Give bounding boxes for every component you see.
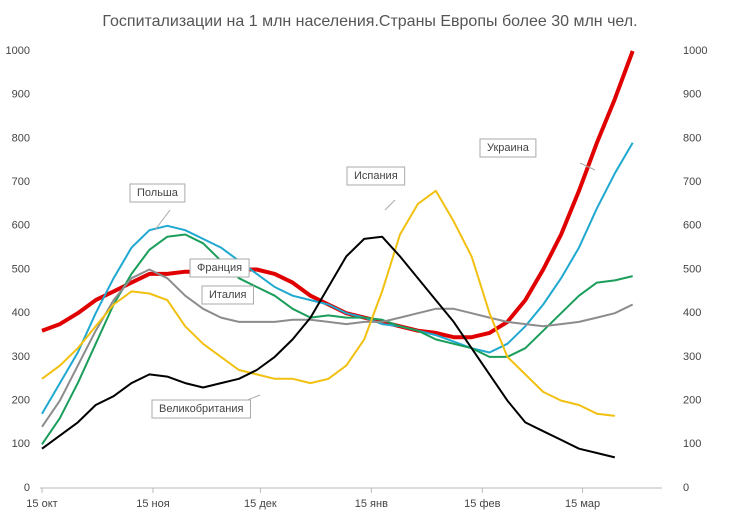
callout-box <box>189 258 250 278</box>
y-tick-label: 700 <box>12 176 30 188</box>
series-line <box>41 142 634 415</box>
y2-tick-label: 200 <box>683 395 701 407</box>
y-tick-label: 200 <box>12 395 30 407</box>
series-label: Испания <box>354 170 398 182</box>
x-tick-label: 15 окт <box>26 498 57 510</box>
chart-title: Госпитализации на 1 млн населения.Страны… <box>102 13 637 30</box>
y-tick-label: 0 <box>24 482 30 494</box>
series-label: Польша <box>137 187 179 199</box>
y2-tick-label: 100 <box>683 438 701 450</box>
series-label: Великобритания <box>159 403 244 415</box>
x-tick-label: 15 фев <box>464 498 500 510</box>
callout-leader <box>154 209 171 231</box>
y2-tick-label: 1000 <box>683 45 707 57</box>
series-line <box>41 233 633 445</box>
y2-tick-label: 800 <box>683 132 701 144</box>
series-label: Франция <box>197 262 242 274</box>
series-line <box>41 268 634 428</box>
series-label: Украина <box>487 142 530 154</box>
x-tick-label: 15 ноя <box>136 498 169 510</box>
y2-tick-label: 0 <box>683 482 689 494</box>
callout-box <box>479 138 537 158</box>
callout-box <box>201 285 254 305</box>
x-tick-label: 15 дек <box>244 498 277 510</box>
y-tick-label: 100 <box>12 438 30 450</box>
y2-tick-label: 500 <box>683 263 701 275</box>
y-tick-label: 600 <box>12 220 30 232</box>
series-line <box>41 235 616 459</box>
series-label: Италия <box>209 289 247 301</box>
x-tick-label: 15 янв <box>355 498 388 510</box>
callout-box <box>129 183 186 203</box>
callout-leader <box>579 162 596 171</box>
y-tick-label: 500 <box>12 263 30 275</box>
y2-tick-label: 700 <box>683 176 701 188</box>
y-tick-label: 400 <box>12 307 30 319</box>
y-tick-label: 900 <box>12 89 30 101</box>
x-tick-label: 15 мар <box>565 498 600 510</box>
callout-box <box>151 399 251 419</box>
y2-tick-label: 400 <box>683 307 701 319</box>
y-tick-label: 1000 <box>6 45 30 57</box>
series-line <box>41 189 615 417</box>
y-tick-label: 300 <box>12 351 30 363</box>
callout-leader <box>384 199 396 211</box>
y-tick-label: 800 <box>12 132 30 144</box>
y2-tick-label: 900 <box>683 89 701 101</box>
y2-tick-label: 600 <box>683 220 701 232</box>
y2-tick-label: 300 <box>683 351 701 363</box>
callout-box <box>346 166 406 186</box>
